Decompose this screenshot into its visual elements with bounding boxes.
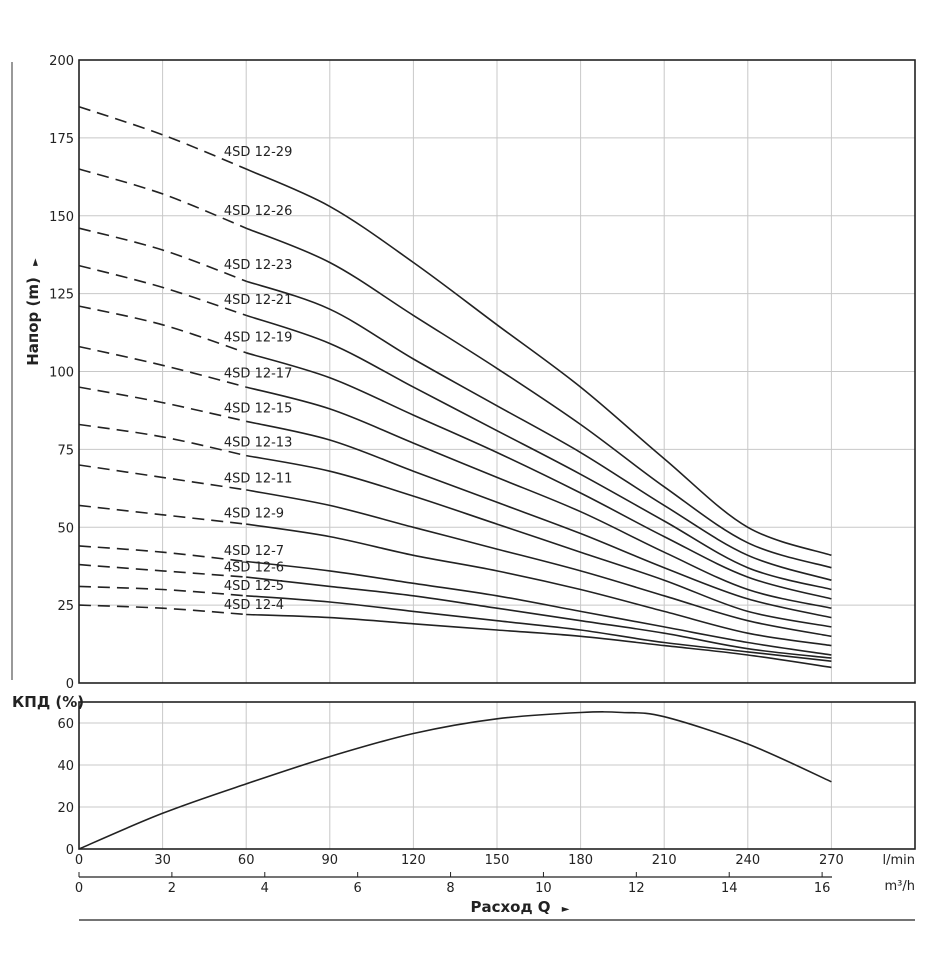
head-y-axis-title: Напор (m) ► xyxy=(24,258,42,366)
head-y-tick-label: 150 xyxy=(49,210,74,225)
lmin-tick-label: 60 xyxy=(238,853,255,868)
x-axis-title: Расход Q ► xyxy=(470,898,569,916)
head-y-tick-label: 25 xyxy=(57,599,74,614)
head-curve-label: 4SD 12-6 xyxy=(224,560,284,575)
m3h-tick-label: 6 xyxy=(354,881,362,896)
head-y-tick-label: 0 xyxy=(66,677,74,692)
head-curve-label: 4SD 12-17 xyxy=(224,366,292,381)
head-curve-label: 4SD 12-15 xyxy=(224,401,292,416)
m3h-tick-label: 16 xyxy=(814,881,831,896)
head-curve-solid xyxy=(246,489,832,638)
head-curve-label: 4SD 12-23 xyxy=(224,258,292,273)
head-curve-label: 4SD 12-7 xyxy=(224,544,284,559)
lmin-tick-label: 0 xyxy=(75,853,83,868)
head-curve-dashed xyxy=(78,345,247,388)
head-curve-label: 4SD 12-29 xyxy=(224,145,292,160)
lmin-tick-label: 180 xyxy=(568,853,593,868)
head-y-tick-label: 200 xyxy=(49,54,74,69)
efficiency-y-axis-title: КПД (%) xyxy=(12,693,84,711)
m3h-tick-label: 2 xyxy=(168,881,176,896)
head-curve-dashed xyxy=(78,604,247,616)
head-curve-solid xyxy=(246,613,832,669)
head-curve-label: 4SD 12-9 xyxy=(224,507,284,522)
efficiency-curve xyxy=(78,711,832,850)
efficiency-y-tick-label: 40 xyxy=(57,759,74,774)
head-curve-solid xyxy=(246,595,832,662)
m3h-tick-label: 0 xyxy=(75,881,83,896)
head-curve-dashed xyxy=(78,168,247,229)
head-gridlines xyxy=(79,60,915,683)
m3h-tick-label: 10 xyxy=(535,881,552,896)
head-curve-dashed xyxy=(78,585,247,597)
head-curve-dashed xyxy=(78,386,247,423)
head-curve-label: 4SD 12-26 xyxy=(224,204,292,219)
head-curve-solid xyxy=(246,523,832,647)
head-curve-label: 4SD 12-13 xyxy=(224,436,292,451)
head-curve-dashed xyxy=(78,423,247,457)
lmin-tick-label: 30 xyxy=(154,853,171,868)
head-curve-label: 4SD 12-19 xyxy=(224,330,292,345)
head-curve-dashed xyxy=(78,264,247,317)
lmin-tick-label: 90 xyxy=(322,853,339,868)
head-curve-solid xyxy=(245,280,832,581)
m3h-tick-label: 8 xyxy=(446,881,454,896)
efficiency-line xyxy=(78,711,832,850)
head-y-axis-title-text: Напор (m) xyxy=(24,277,42,366)
efficiency-y-tick-label: 60 xyxy=(57,717,74,732)
x-axis-title-text: Расход Q xyxy=(470,898,550,916)
m3h-tick-label: 12 xyxy=(628,881,645,896)
head-y-tick-label: 50 xyxy=(57,521,74,536)
lmin-tick-label: 120 xyxy=(401,853,426,868)
head-curve-solid xyxy=(246,560,832,656)
head-curve-label: 4SD 12-5 xyxy=(224,579,284,594)
head-curve-label: 4SD 12-11 xyxy=(224,472,292,487)
head-curve-solid xyxy=(245,227,832,569)
efficiency-plot-frame xyxy=(78,701,916,850)
m3h-tick-label: 14 xyxy=(721,881,738,896)
head-curve-solid xyxy=(245,386,832,609)
head-curve-label: 4SD 12-21 xyxy=(224,293,292,308)
m3h-unit-label: m³/h xyxy=(885,879,916,894)
m3h-tick-label: 4 xyxy=(261,881,269,896)
head-y-tick-label: 125 xyxy=(49,288,74,303)
head-curve-solid xyxy=(246,420,832,619)
head-curves xyxy=(78,105,832,669)
efficiency-y-tick-label: 0 xyxy=(66,843,74,858)
head-curve-labels: 4SD 12-29 4SD 12-26 4SD 12-23 4SD 12-21 4SD … xyxy=(224,145,292,613)
head-curve-dashed xyxy=(78,504,247,525)
head-axis-arrow: ► xyxy=(30,258,41,266)
head-curve-dashed xyxy=(78,227,247,282)
head-curve-solid xyxy=(245,314,832,591)
head-curve-dashed xyxy=(78,105,247,170)
head-curve-dashed xyxy=(78,563,247,578)
head-y-tick-label: 100 xyxy=(49,366,74,381)
efficiency-gridlines xyxy=(79,702,915,849)
head-curve-solid xyxy=(245,168,832,557)
head-curve-solid xyxy=(246,454,832,628)
head-curve-solid xyxy=(245,352,832,600)
lmin-tick-label: 210 xyxy=(652,853,677,868)
head-curve-solid xyxy=(246,576,832,659)
x-axis-arrow: ► xyxy=(562,904,570,915)
lmin-unit-label: l/min xyxy=(882,853,915,868)
lmin-tick-labels: 0 30 60 90 120 150 180 210 240 270 xyxy=(75,853,844,868)
lmin-tick-label: 240 xyxy=(735,853,760,868)
lmin-tick-label: 150 xyxy=(485,853,510,868)
head-curve-dashed xyxy=(78,464,247,491)
efficiency-y-tick-label: 20 xyxy=(57,801,74,816)
head-curve-dashed xyxy=(78,545,247,563)
head-y-tick-label: 175 xyxy=(49,132,74,147)
head-plot-frame xyxy=(78,59,916,684)
head-y-tick-labels: 0 25 50 75 100 125 150 175 200 xyxy=(49,54,74,692)
head-y-tick-label: 75 xyxy=(57,443,74,458)
efficiency-y-tick-labels: 0 20 40 60 xyxy=(57,717,74,858)
head-curve-dashed xyxy=(78,305,247,354)
m3h-tick-labels: 0 2 4 6 8 10 12 14 16 xyxy=(75,872,831,896)
lmin-tick-label: 270 xyxy=(819,853,844,868)
head-curve-label: 4SD 12-4 xyxy=(224,598,284,613)
